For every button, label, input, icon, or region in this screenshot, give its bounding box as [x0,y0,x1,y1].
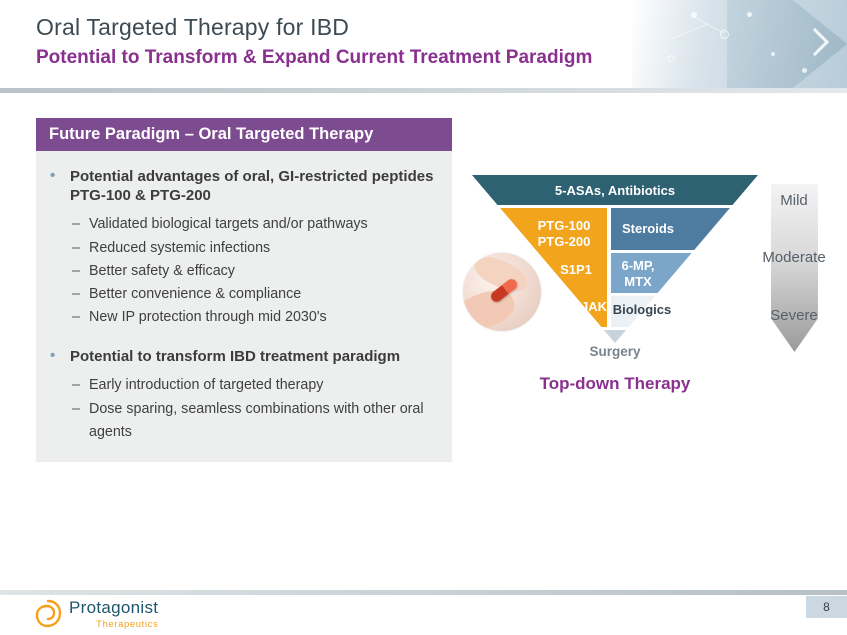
funnel-label-6mp: 6-MP, [622,258,655,273]
funnel-label-ptg200: PTG-200 [538,234,591,249]
sub-bullet: Better safety & efficacy [72,260,436,283]
molecule-line [671,23,710,39]
funnel-caption: Top-down Therapy [539,374,691,393]
severity-label-moderate: Moderate [762,249,826,266]
bullet-icon: • [50,347,56,365]
funnel-label-biologics: Biologics [613,302,672,317]
funnel-label-s1p1: S1P1 [560,262,592,277]
molecule-dot [747,12,752,17]
funnel-tip [603,330,627,343]
pill-photo [463,253,541,331]
molecule-dot [802,68,807,73]
sub-bullet: Reduced systemic infections [72,237,436,260]
header-decoration [632,0,847,88]
future-paradigm-panel: Future Paradigm – Oral Targeted Therapy … [36,118,452,462]
header-divider [0,88,847,93]
bullet-item: • Potential to transform IBD treatment p… [50,347,436,366]
treatment-funnel: 5-ASAs, Antibiotics PTG-100 PTG-200 S1P1… [472,175,758,343]
molecule-line [692,16,726,34]
funnel-band-steroids [611,208,730,250]
surgery-label: Surgery [589,344,641,359]
molecule-dot [771,52,775,56]
logo-text: Protagonist Therapeutics [69,598,158,630]
severity-arrow [771,184,818,352]
molecule-dot [720,30,729,39]
funnel-label-ptg100: PTG-100 [538,218,591,233]
bullet-icon: • [50,167,56,184]
page-subtitle: Potential to Transform & Expand Current … [36,47,593,68]
funnel-column-oral [500,208,607,327]
sub-bullet: New IP protection through mid 2030's [72,306,436,329]
sub-bullet-list: Early introduction of targeted therapy D… [72,374,436,443]
funnel-label-mtx: MTX [624,274,652,289]
funnel-band-6mp-mtx [611,253,692,293]
sub-bullet-list: Validated biological targets and/or path… [72,213,436,329]
severity-label-severe: Severe [770,307,818,324]
funnel-label-5asas: 5-ASAs, Antibiotics [555,183,675,198]
sub-bullet: Better convenience & compliance [72,283,436,306]
sub-bullet: Validated biological targets and/or path… [72,213,436,236]
logo-spiral-icon [35,599,62,628]
company-logo: Protagonist Therapeutics [33,598,158,630]
bullet-label: Potential to transform IBD treatment par… [70,348,401,366]
bullet-label: Potential advantages of oral, GI-restric… [70,168,434,205]
sub-bullet: Early introduction of targeted therapy [72,374,436,397]
page-title: Oral Targeted Therapy for IBD [36,14,350,40]
molecule-dot [668,55,675,62]
bullet-item: • Potential advantages of oral, GI-restr… [50,167,436,205]
page-number: 8 [806,596,847,618]
footer-divider [0,590,847,595]
brand-name: Protagonist [69,598,159,617]
funnel-label-jak: JAK [581,299,608,314]
sub-bullet: Dose sparing, seamless combinations with… [72,398,436,444]
arrow-decoration [727,0,847,88]
brand-subname: Therapeutics [96,619,159,630]
funnel-band-biologics [611,296,655,327]
molecule-dot [691,12,697,18]
severity-label-mild: Mild [780,192,808,209]
funnel-label-steroids: Steroids [622,221,674,236]
panel-body: • Potential advantages of oral, GI-restr… [36,151,452,462]
panel-title: Future Paradigm – Oral Targeted Therapy [36,118,452,151]
funnel-band-5asas [472,175,758,205]
